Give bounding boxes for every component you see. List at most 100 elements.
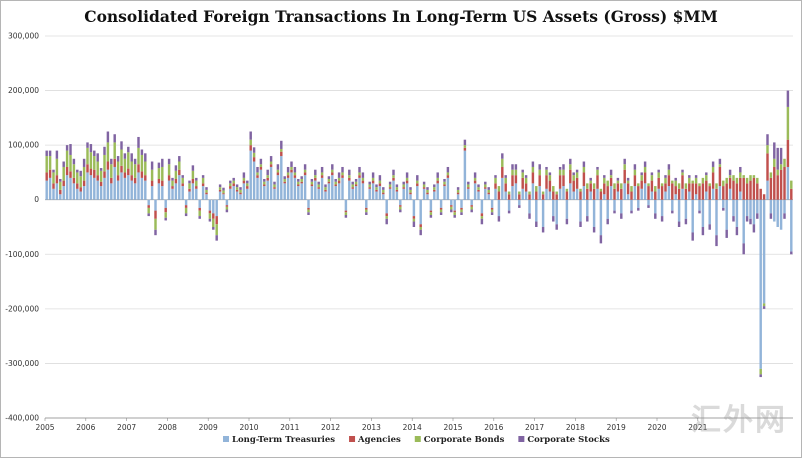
bar-segment xyxy=(589,177,592,181)
bar-segment xyxy=(300,181,303,184)
bar-segment xyxy=(198,207,201,211)
bar-segment xyxy=(487,189,490,193)
bar-segment xyxy=(402,184,405,188)
bar-segment xyxy=(654,186,657,192)
bar-segment xyxy=(48,169,52,178)
bar-segment xyxy=(776,147,779,170)
bar-segment xyxy=(732,199,735,217)
bar-segment xyxy=(667,169,671,176)
bar-segment xyxy=(439,199,443,208)
bar-segment xyxy=(140,171,144,178)
bar-segment xyxy=(596,169,599,176)
bar-segment xyxy=(783,166,786,200)
bar-segment xyxy=(161,158,164,167)
bar-segment xyxy=(429,214,433,218)
bar-segment xyxy=(654,213,657,219)
bar-segment xyxy=(178,175,181,200)
bar-segment xyxy=(718,166,722,187)
bar-segment xyxy=(705,191,708,200)
bar-segment xyxy=(684,218,688,225)
bar-segment xyxy=(351,187,354,189)
bar-segment xyxy=(752,177,756,200)
bar-segment xyxy=(320,166,324,173)
bar-segment xyxy=(456,189,460,193)
bar-segment xyxy=(756,183,759,200)
bar-segment xyxy=(96,153,99,162)
bar-segment xyxy=(297,186,300,200)
bar-segment xyxy=(786,166,790,200)
bar-segment xyxy=(633,175,637,187)
bar-segment xyxy=(657,188,660,200)
bar-segment xyxy=(599,199,603,236)
bar-segment xyxy=(154,199,157,211)
bar-segment xyxy=(191,170,195,179)
bar-segment xyxy=(715,235,718,247)
bar-segment xyxy=(320,172,324,176)
bar-segment xyxy=(742,199,745,244)
bar-segment xyxy=(671,210,674,214)
bar-segment xyxy=(521,172,524,178)
bar-segment xyxy=(103,171,106,178)
bar-segment xyxy=(283,176,286,179)
bar-segment xyxy=(613,199,616,211)
bar-segment xyxy=(705,180,708,192)
bar-segment xyxy=(541,194,545,200)
bar-segment xyxy=(290,161,293,167)
bar-segment xyxy=(776,169,779,176)
bar-segment xyxy=(62,180,65,187)
bar-segment xyxy=(504,191,507,200)
bar-segment xyxy=(535,186,538,192)
bar-segment xyxy=(705,175,708,181)
chart-title: Consolidated Foreign Transactions In Lon… xyxy=(84,7,718,26)
bar-segment xyxy=(65,145,69,151)
bar-segment xyxy=(779,164,783,170)
bar-segment xyxy=(531,183,535,200)
bar-segment xyxy=(725,229,728,238)
bar-segment xyxy=(565,199,569,219)
bar-segment xyxy=(647,199,650,206)
bar-segment xyxy=(640,172,643,176)
bar-segment xyxy=(195,180,198,187)
bar-segment xyxy=(55,183,59,200)
bar-segment xyxy=(133,183,137,200)
bar-segment xyxy=(133,164,137,178)
bar-segment xyxy=(633,169,637,176)
y-tick-label: 100,000 xyxy=(8,141,39,150)
bar-segment xyxy=(382,187,385,190)
bar-segment xyxy=(351,184,354,188)
bar-segment xyxy=(626,180,630,184)
bar-segment xyxy=(385,216,388,219)
bar-segment xyxy=(555,194,558,200)
bar-segment xyxy=(215,235,218,241)
bar-segment xyxy=(718,186,722,200)
bar-segment xyxy=(603,194,606,200)
bar-segment xyxy=(154,229,157,236)
bar-segment xyxy=(606,218,609,225)
bar-segment xyxy=(157,162,161,169)
bar-segment xyxy=(453,210,456,213)
bar-segment xyxy=(572,172,575,176)
bar-segment xyxy=(589,180,592,184)
bar-segment xyxy=(528,213,531,219)
bar-segment xyxy=(759,199,762,369)
bar-segment xyxy=(592,183,596,189)
bar-segment xyxy=(565,188,569,192)
bar-segment xyxy=(511,164,514,170)
bar-segment xyxy=(184,207,188,214)
bar-segment xyxy=(688,175,691,178)
bar-segment xyxy=(89,152,93,169)
bar-segment xyxy=(443,181,446,185)
bar-segment xyxy=(161,186,164,200)
bar-segment xyxy=(514,169,518,176)
bar-segment xyxy=(708,199,711,225)
bar-segment xyxy=(354,178,358,182)
bar-segment xyxy=(664,175,667,178)
bar-segment xyxy=(133,158,137,165)
bar-segment xyxy=(742,243,745,255)
bar-segment xyxy=(569,158,572,165)
bar-segment xyxy=(123,153,127,159)
bar-segment xyxy=(259,166,263,170)
bar-segment xyxy=(480,199,484,214)
bar-segment xyxy=(55,158,59,176)
bar-segment xyxy=(351,181,354,185)
